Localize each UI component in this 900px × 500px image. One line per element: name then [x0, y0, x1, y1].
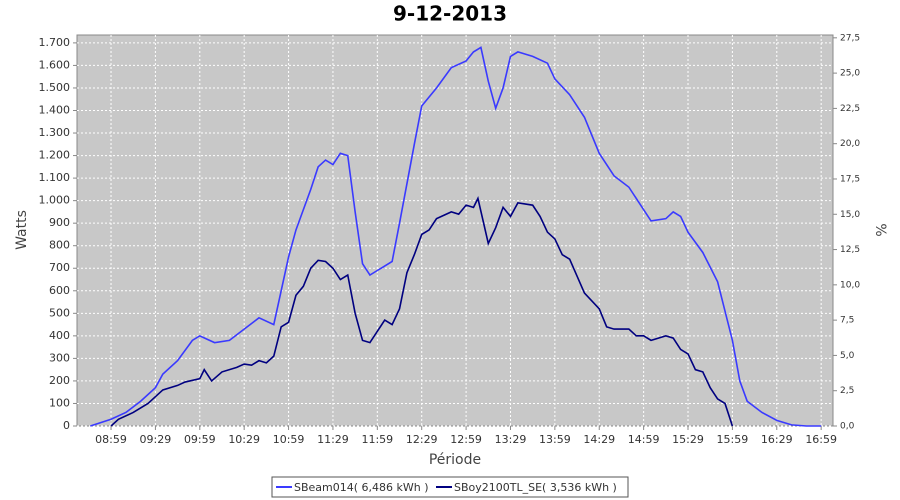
- x-tick-label: 11:59: [361, 433, 393, 446]
- x-tick-label: 15:59: [717, 433, 749, 446]
- y2-tick-label: 17,5: [840, 174, 860, 184]
- y2-tick-label: 22,5: [840, 104, 860, 114]
- x-tick-label: 16:29: [761, 433, 793, 446]
- y2-tick-label: 5,0: [840, 351, 855, 361]
- y-tick-label: 600: [49, 284, 70, 297]
- x-tick-label: 08:59: [95, 433, 127, 446]
- y2-tick-label: 25,0: [840, 69, 860, 79]
- y2-tick-label: 2,5: [840, 386, 854, 396]
- y-tick-label: 800: [49, 239, 70, 252]
- y-tick-label: 500: [49, 306, 70, 319]
- x-tick-label: 09:29: [140, 433, 172, 446]
- y2-axis-title: %: [872, 223, 888, 236]
- chart-title: 9-12-2013: [393, 2, 507, 26]
- y-tick-label: 100: [49, 396, 70, 409]
- x-tick-label: 12:29: [406, 433, 438, 446]
- y-tick-label: 1.200: [39, 149, 71, 162]
- y-tick-label: 200: [49, 374, 70, 387]
- x-tick-label: 10:59: [273, 433, 305, 446]
- y-tick-label: 1.400: [39, 103, 71, 116]
- y-tick-label: 300: [49, 351, 70, 364]
- x-tick-label: 13:59: [539, 433, 571, 446]
- y-tick-label: 1.700: [39, 36, 71, 49]
- y-tick-label: 900: [49, 216, 70, 229]
- x-tick-label: 15:29: [672, 433, 704, 446]
- legend-label: SBeam014( 6,486 kWh ): [294, 481, 429, 494]
- x-tick-label: 16:59: [805, 433, 837, 446]
- y-tick-label: 1.000: [39, 194, 71, 207]
- x-tick-label: 12:59: [450, 433, 482, 446]
- y-tick-label: 1.100: [39, 171, 71, 184]
- y-tick-label: 1.600: [39, 58, 71, 71]
- y2-tick-label: 0,0: [840, 422, 855, 432]
- y-tick-label: 700: [49, 261, 70, 274]
- y-tick-label: 0: [63, 419, 70, 432]
- y2-tick-label: 15,0: [840, 210, 860, 220]
- legend-label: SBoy2100TL_SE( 3,536 kWh ): [454, 481, 617, 494]
- y-tick-label: 1.300: [39, 126, 71, 139]
- x-tick-label: 14:29: [583, 433, 615, 446]
- y2-tick-label: 10,0: [840, 280, 860, 290]
- y2-tick-label: 12,5: [840, 245, 860, 255]
- x-tick-label: 13:29: [495, 433, 527, 446]
- x-tick-label: 14:59: [628, 433, 660, 446]
- y2-tick-label: 20,0: [840, 139, 860, 149]
- x-tick-label: 09:59: [184, 433, 216, 446]
- x-tick-label: 10:29: [228, 433, 260, 446]
- plot-area: [76, 34, 834, 427]
- y-tick-label: 1.500: [39, 81, 71, 94]
- y-tick-label: 400: [49, 329, 70, 342]
- series-line: [90, 46, 822, 427]
- series-line: [110, 196, 734, 427]
- x-tick-label: 11:29: [317, 433, 349, 446]
- y2-tick-label: 27,5: [840, 33, 860, 43]
- y2-tick-label: 7,5: [840, 316, 854, 326]
- y-axis-title: Watts: [14, 210, 30, 250]
- x-axis-title: Période: [429, 452, 481, 468]
